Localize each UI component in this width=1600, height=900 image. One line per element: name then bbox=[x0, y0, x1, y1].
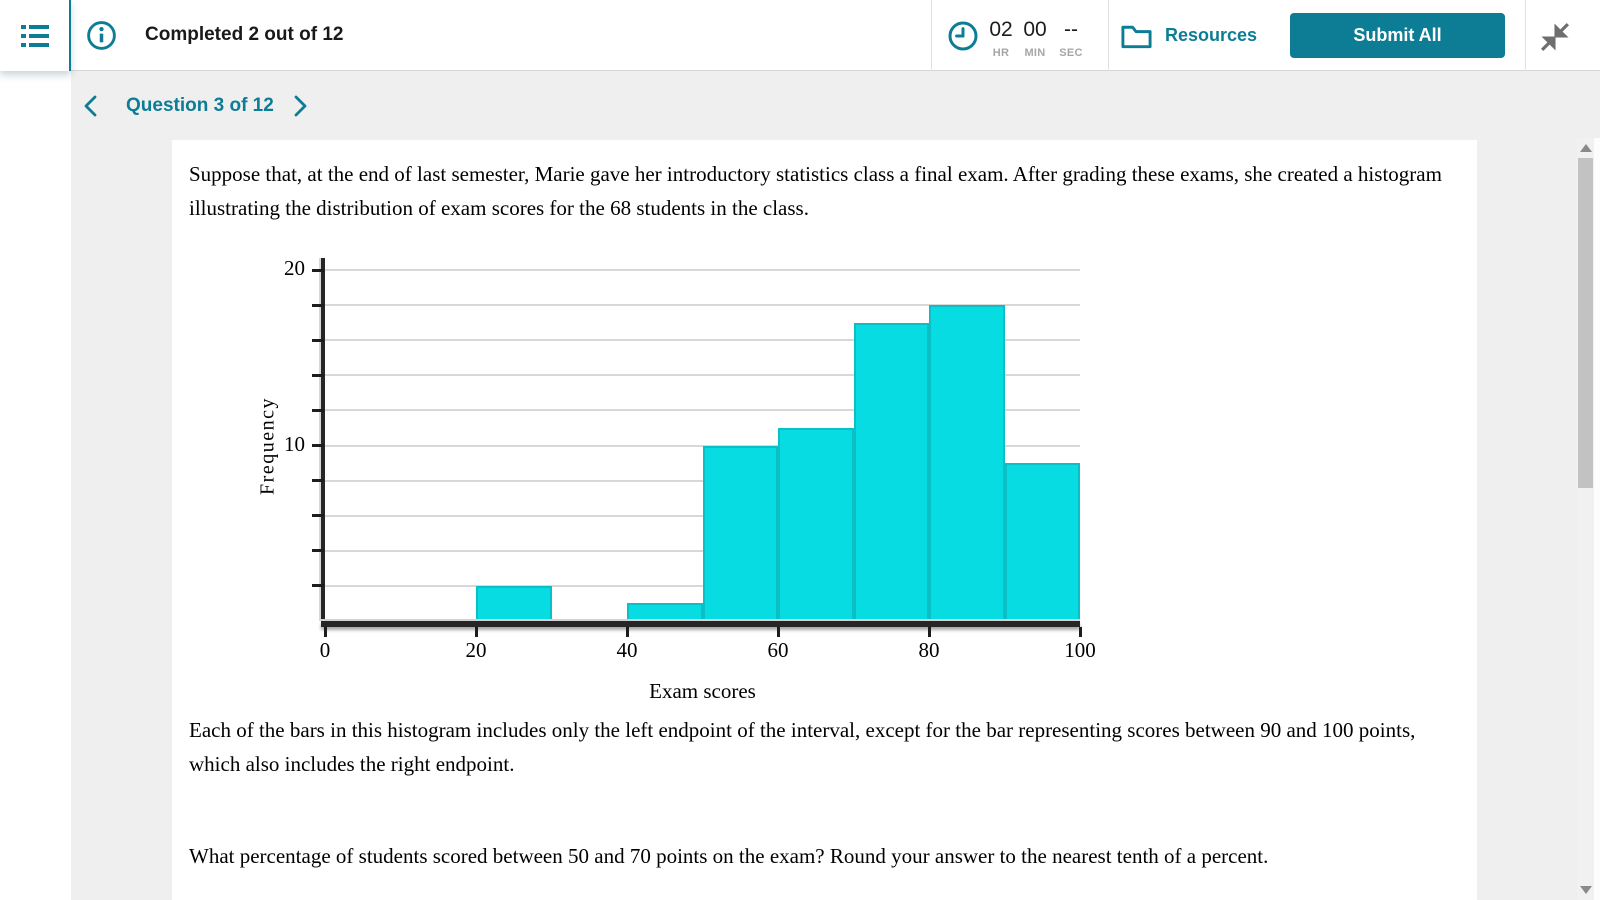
timer-minutes: 00 bbox=[1023, 18, 1047, 41]
x-tick-label: 80 bbox=[918, 638, 940, 662]
y-gridline bbox=[325, 374, 1080, 377]
next-question-button[interactable] bbox=[293, 93, 317, 119]
x-tick-label: 60 bbox=[767, 638, 789, 662]
prev-question-button[interactable] bbox=[82, 93, 106, 119]
histogram-bar bbox=[702, 445, 778, 621]
menu-button[interactable] bbox=[0, 0, 71, 71]
completed-status: Completed 2 out of 12 bbox=[145, 24, 344, 45]
y-tick-label: 10 bbox=[284, 431, 305, 456]
timer-min-label: MIN bbox=[1024, 47, 1046, 59]
histogram-bar bbox=[929, 305, 1005, 621]
resources-button[interactable]: Resources bbox=[1120, 0, 1257, 71]
y-axis-tick bbox=[312, 268, 324, 272]
chevron-right-icon bbox=[294, 95, 307, 117]
x-axis-tick bbox=[1078, 627, 1082, 637]
y-gridline bbox=[325, 304, 1080, 307]
timer-hours: 02 bbox=[989, 18, 1013, 41]
submit-all-button[interactable]: Submit All bbox=[1290, 13, 1505, 58]
y-axis bbox=[321, 258, 325, 621]
y-axis-tick bbox=[312, 584, 324, 588]
scrollbar[interactable] bbox=[1577, 138, 1594, 900]
scrollbar-edge bbox=[1594, 138, 1600, 900]
timer-sec-label: SEC bbox=[1059, 47, 1083, 59]
collapse-arrows-icon bbox=[1541, 23, 1569, 51]
resources-label: Resources bbox=[1165, 25, 1258, 45]
header-divider bbox=[931, 0, 932, 71]
header-divider bbox=[1108, 0, 1109, 71]
histogram-chart: 10 20 0 20 40 60 80 100 Frequency Exam scores bbox=[172, 235, 1477, 713]
x-axis-tick bbox=[927, 627, 931, 637]
info-icon bbox=[87, 21, 116, 50]
y-axis-tick bbox=[312, 373, 324, 377]
x-axis bbox=[321, 621, 1080, 627]
collapse-button[interactable] bbox=[1540, 22, 1570, 52]
x-tick-label: 0 bbox=[319, 638, 331, 662]
y-gridline bbox=[325, 409, 1080, 412]
question-intro: Suppose that, at the end of last semeste… bbox=[189, 162, 1442, 220]
question-prompt: What percentage of students scored betwe… bbox=[189, 844, 1269, 868]
x-tick-label: 40 bbox=[616, 638, 638, 662]
x-axis-tick bbox=[776, 627, 780, 637]
x-tick-label: 100 bbox=[1064, 638, 1096, 662]
y-axis-title: Frequency bbox=[256, 396, 279, 495]
folder-icon bbox=[1121, 25, 1152, 48]
y-axis-tick bbox=[312, 549, 324, 553]
histogram-bar bbox=[1004, 463, 1080, 621]
x-tick-label: 20 bbox=[465, 638, 487, 662]
y-gridline bbox=[325, 269, 1080, 271]
y-axis-tick bbox=[312, 338, 324, 342]
x-axis-tick bbox=[474, 627, 478, 637]
y-axis-tick bbox=[312, 479, 324, 483]
y-axis-tick bbox=[312, 514, 324, 518]
scroll-down-button[interactable] bbox=[1580, 886, 1592, 894]
histogram-bar bbox=[853, 322, 929, 621]
x-axis-tick bbox=[323, 627, 327, 637]
endpoint-note: Each of the bars in this histogram inclu… bbox=[189, 718, 1416, 776]
timer-seconds: -- bbox=[1064, 18, 1078, 41]
chevron-left-icon bbox=[84, 95, 97, 117]
question-card: Suppose that, at the end of last semeste… bbox=[172, 140, 1477, 900]
y-axis-tick bbox=[312, 408, 324, 412]
left-sidebar-strip bbox=[0, 71, 71, 900]
y-axis-tick bbox=[312, 444, 324, 447]
info-button[interactable] bbox=[85, 19, 118, 52]
question-nav-label: Question 3 of 12 bbox=[126, 95, 274, 116]
y-tick-label: 20 bbox=[284, 256, 305, 280]
scroll-up-button[interactable] bbox=[1580, 144, 1592, 152]
x-axis-title: Exam scores bbox=[649, 679, 756, 703]
timer bbox=[947, 20, 979, 52]
histogram-bar bbox=[627, 603, 703, 621]
y-axis-tick bbox=[312, 303, 324, 307]
question-nav: Question 3 of 12 bbox=[0, 71, 1600, 133]
x-axis-tick bbox=[625, 627, 629, 637]
histogram-bar bbox=[476, 585, 552, 621]
timer-hr-label: HR bbox=[992, 47, 1010, 59]
histogram-bar bbox=[778, 427, 854, 621]
y-gridline bbox=[325, 339, 1080, 342]
menu-icon bbox=[20, 24, 49, 47]
clock-icon bbox=[948, 21, 978, 51]
top-bar: Completed 2 out of 12 02 00 -- HR MIN SE… bbox=[0, 0, 1600, 71]
header-divider bbox=[1525, 0, 1526, 71]
scroll-thumb[interactable] bbox=[1578, 158, 1593, 488]
